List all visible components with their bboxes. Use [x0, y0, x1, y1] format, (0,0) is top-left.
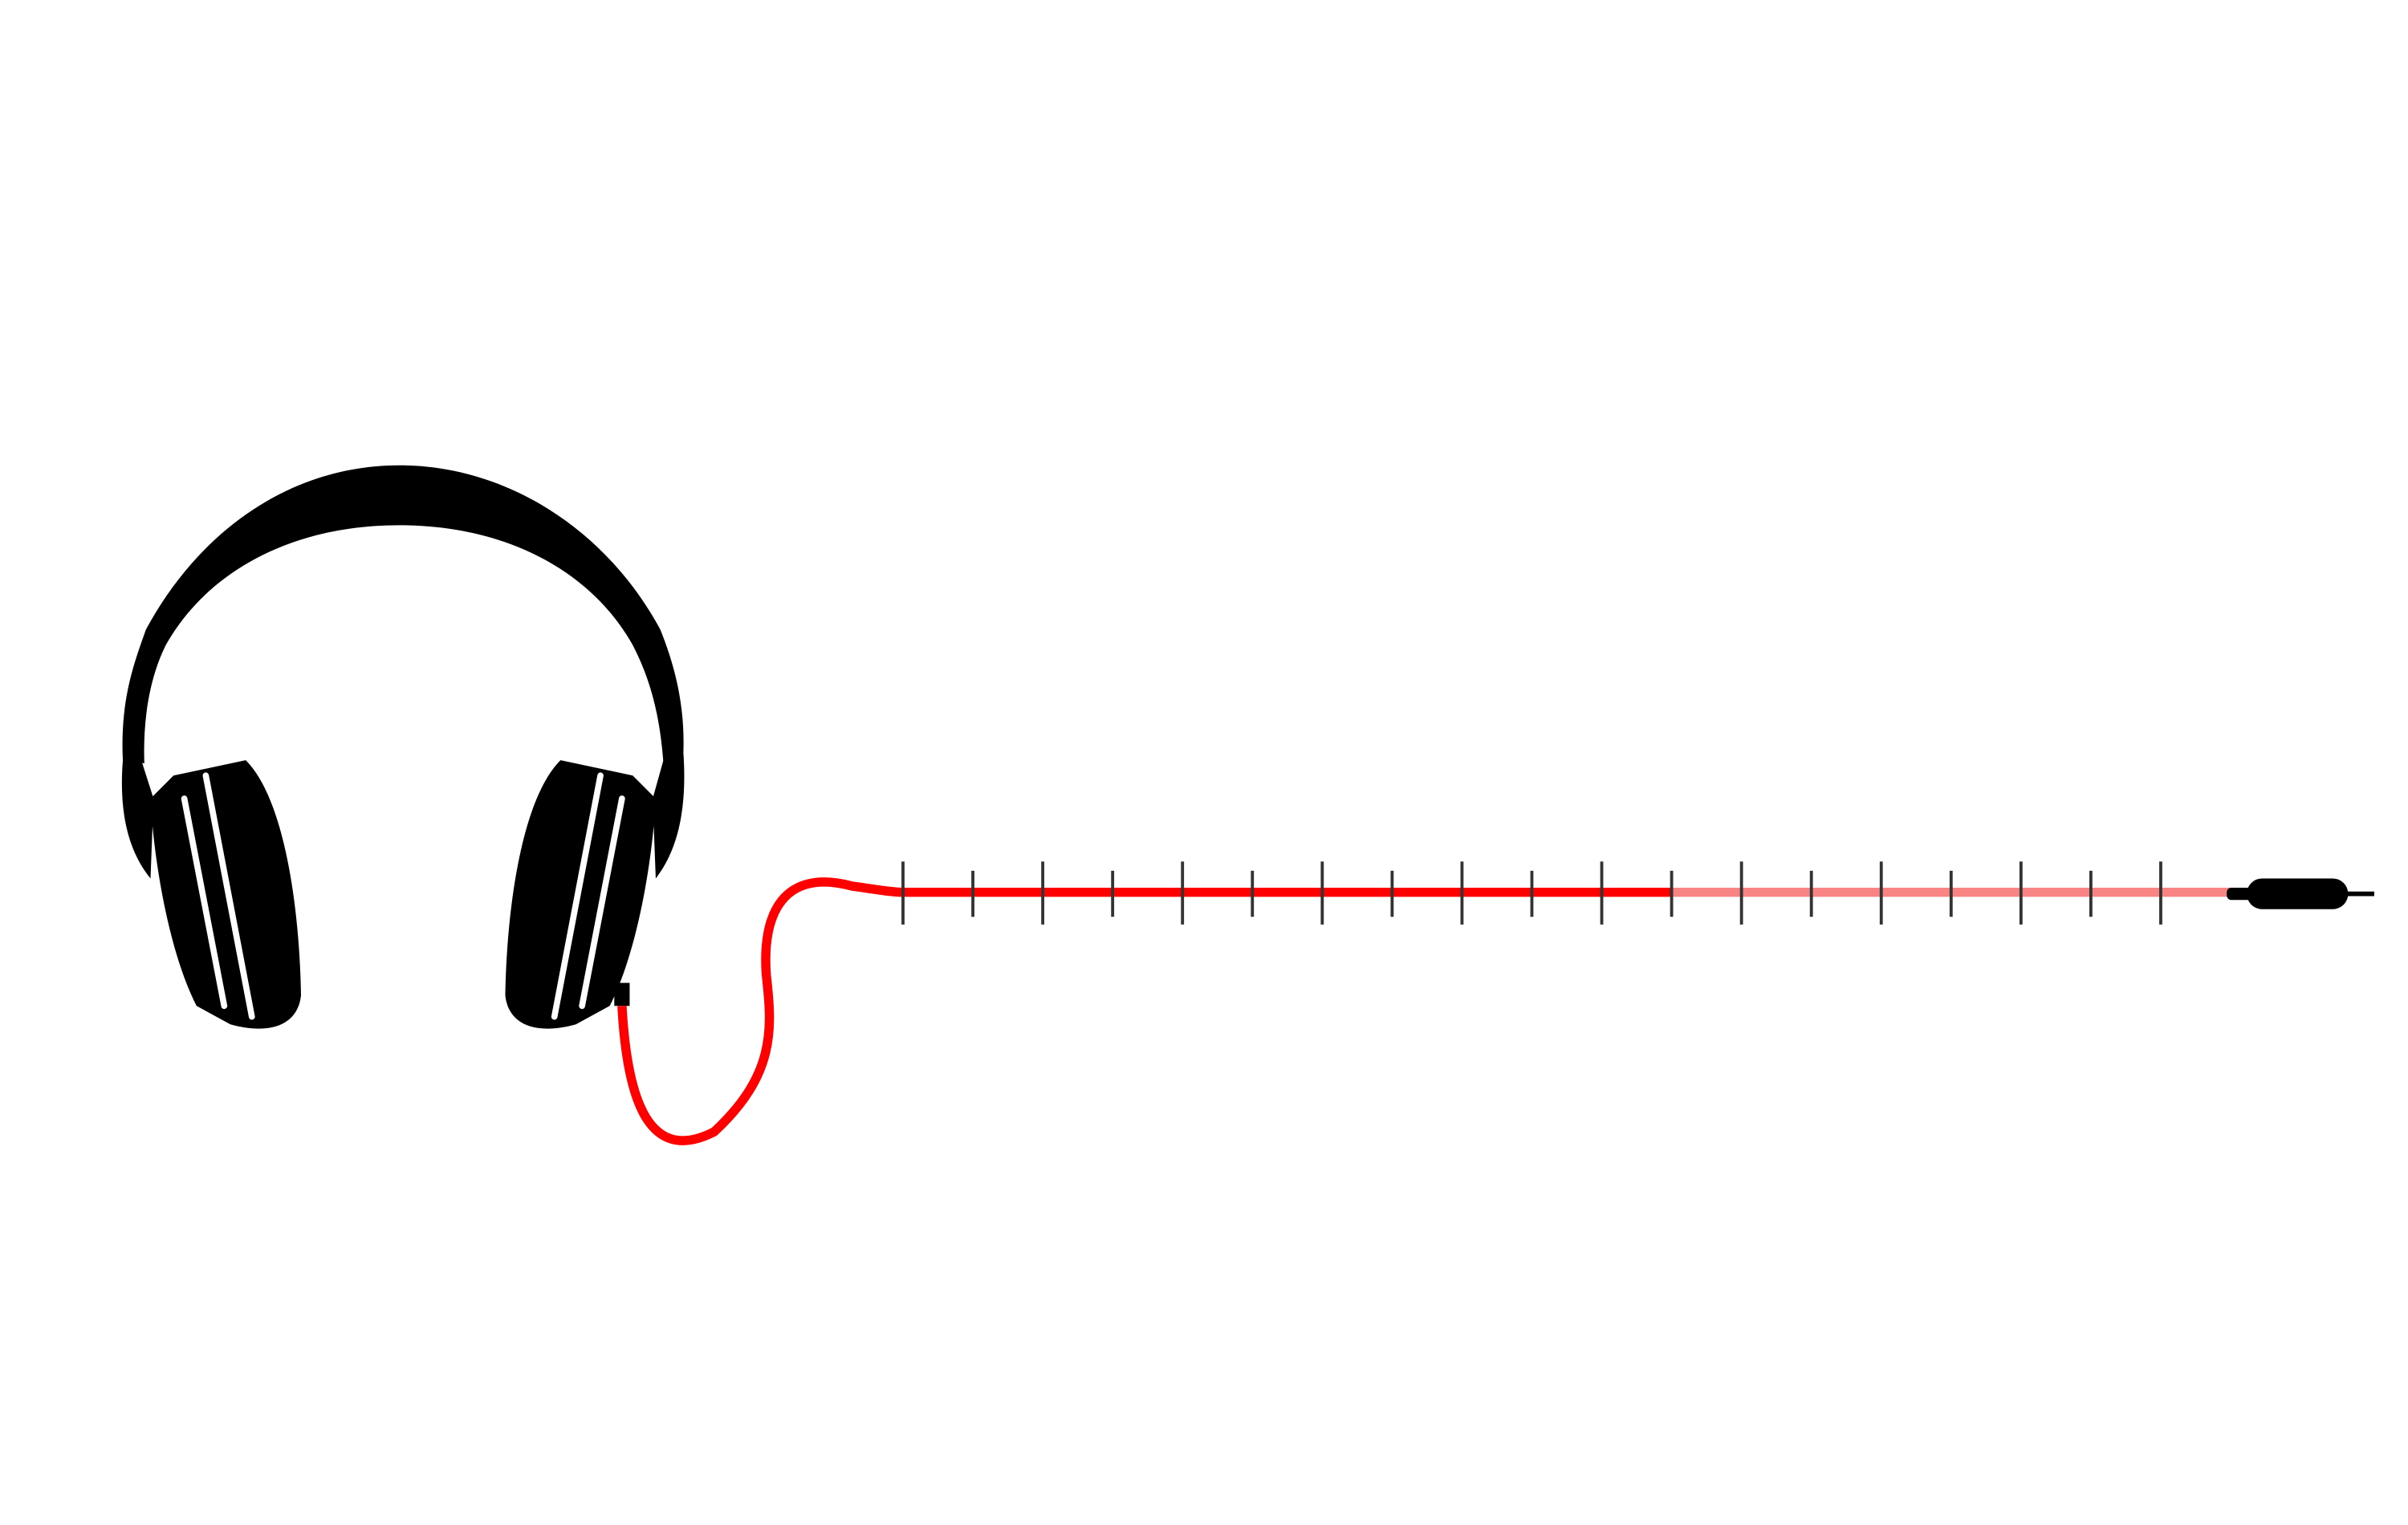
cable	[617, 877, 904, 1145]
left-ear-cup	[150, 760, 301, 1029]
audio-plug	[2227, 878, 2374, 909]
progress-slider[interactable]	[901, 861, 2231, 925]
left-yoke	[121, 760, 154, 879]
headband	[122, 465, 684, 763]
cable-joint	[614, 982, 630, 1007]
right-yoke	[653, 752, 685, 879]
right-ear-cup	[505, 760, 656, 1029]
